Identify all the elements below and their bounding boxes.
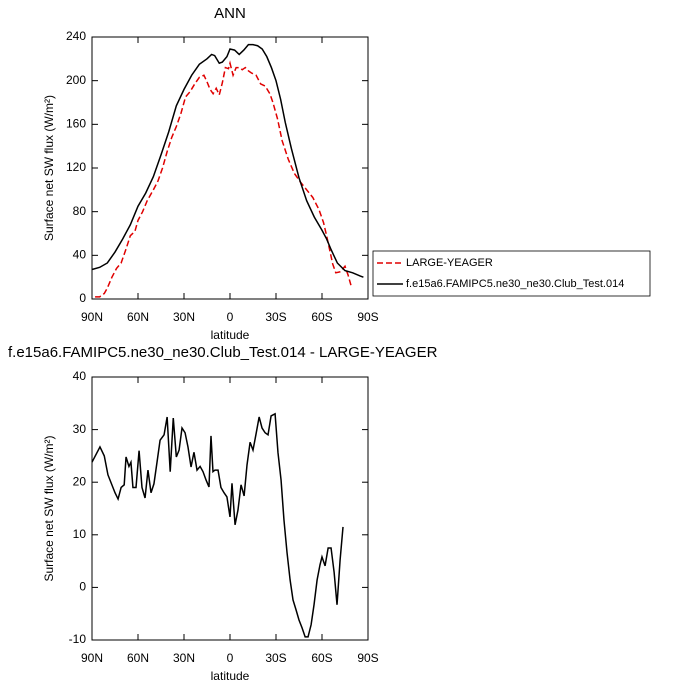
x-tick-label: 60S [311, 651, 332, 665]
y-axis-label: Surface net SW flux (W/m²) [42, 95, 56, 241]
chart-title: ANN [214, 5, 246, 22]
chart-title: f.e15a6.FAMIPC5.ne30_ne30.Club_Test.014 … [8, 344, 438, 361]
y-tick-label: 160 [66, 117, 86, 131]
y-tick-label: -10 [69, 632, 87, 646]
x-tick-label: 60S [311, 310, 332, 324]
x-tick-label: 90N [81, 310, 103, 324]
y-tick-label: 0 [79, 580, 86, 594]
x-tick-label: 60N [127, 310, 149, 324]
legend-label: LARGE-YEAGER [406, 257, 493, 269]
y-tick-label: 40 [73, 248, 87, 262]
y-tick-label: 80 [73, 204, 87, 218]
y-tick-label: 120 [66, 160, 86, 174]
x-tick-label: 90N [81, 651, 103, 665]
x-tick-label: 30N [173, 651, 195, 665]
y-tick-label: 10 [73, 527, 87, 541]
x-tick-label: 30S [265, 651, 286, 665]
data-line [95, 60, 352, 298]
x-tick-label: 30S [265, 310, 286, 324]
x-tick-label: 30N [173, 310, 195, 324]
x-tick-label: 0 [227, 651, 234, 665]
y-tick-label: 0 [79, 291, 86, 305]
data-line [91, 43, 364, 278]
y-axis-label: Surface net SW flux (W/m²) [42, 435, 56, 581]
y-tick-label: 40 [73, 369, 87, 383]
legend-label: f.e15a6.FAMIPC5.ne30_ne30.Club_Test.014 [406, 278, 624, 290]
plot-frame [91, 36, 369, 300]
x-tick-label: 60N [127, 651, 149, 665]
x-tick-label: 90S [357, 651, 378, 665]
y-tick-label: 30 [73, 422, 87, 436]
x-tick-label: 90S [357, 310, 378, 324]
y-tick-label: 20 [73, 474, 87, 488]
data-line [91, 412, 344, 638]
legend-box [372, 250, 651, 297]
x-axis-label: latitude [211, 669, 250, 683]
y-tick-label: 200 [66, 73, 86, 87]
x-axis-label: latitude [211, 328, 250, 342]
x-tick-label: 0 [227, 310, 234, 324]
y-tick-label: 240 [66, 29, 86, 43]
